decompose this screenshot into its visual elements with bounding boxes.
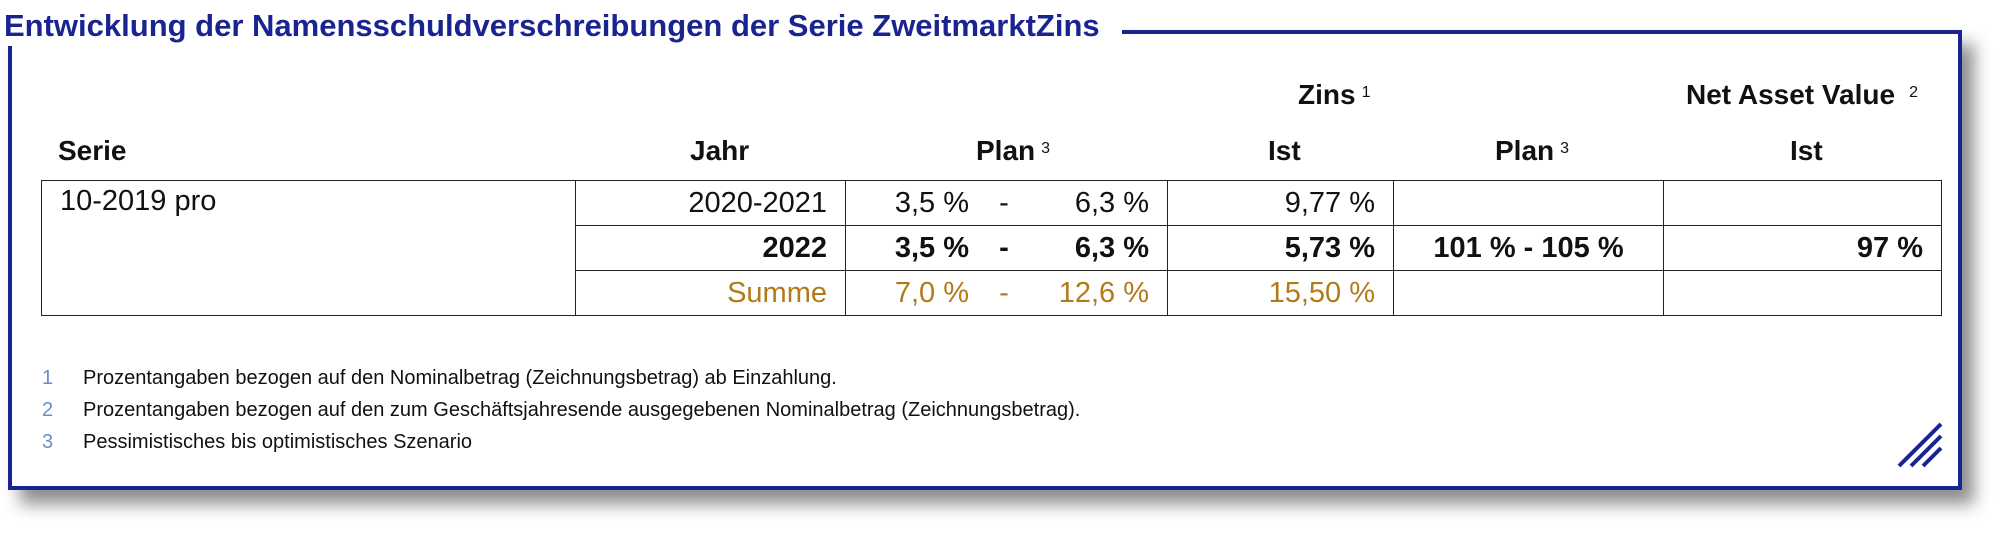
ist-cell: 15,50 % <box>1167 270 1394 316</box>
plan-dash: - <box>999 186 1009 219</box>
header-zins-label: Zins <box>1298 79 1356 110</box>
table-row: 10-2019 pro 2020-2021 3,5 % -6,3 % 9,77 % <box>41 180 1942 316</box>
plan-dash: - <box>999 231 1009 264</box>
nav-ist-cell <box>1663 270 1942 316</box>
plan-lo: 7,0 % <box>894 276 969 309</box>
nav-ist-cell: 97 % <box>1663 225 1942 271</box>
title-wrap: Entwicklung der Namensschuldverschreibun… <box>4 6 1122 46</box>
header-plan2-sup: 3 <box>1560 140 1570 157</box>
header-serie: Serie <box>58 135 127 166</box>
plan-dash: - <box>999 276 1009 309</box>
page-title: Entwicklung der Namensschuldverschreibun… <box>4 8 1100 43</box>
nav-plan-cell <box>1393 180 1664 226</box>
ist-cell: 5,73 % <box>1167 225 1394 271</box>
nav-plan-cell: 101 % - 105 % <box>1393 225 1664 271</box>
plan-hi: 12,6 % <box>1058 276 1149 309</box>
plan-hi: 6,3 % <box>1074 231 1149 264</box>
plan-lo: 3,5 % <box>894 231 969 264</box>
header-nav-sup: 2 <box>1909 84 1918 101</box>
data-table: 10-2019 pro 2020-2021 3,5 % -6,3 % 9,77 %… <box>41 180 1942 316</box>
footnote-text: Pessimistisches bis optimistisches Szena… <box>83 431 473 453</box>
footnote: 1 Prozentangaben bezogen auf den Nominalb… <box>42 362 1080 394</box>
header-zins-sup: 1 <box>1361 84 1371 101</box>
plan-hi: 6,3 % <box>1074 186 1149 219</box>
header-ist: Ist <box>1268 135 1301 166</box>
ist-cell: 9,77 % <box>1167 180 1394 226</box>
plan-lo: 3,5 % <box>894 186 969 219</box>
footnote-number: 1 <box>42 367 54 389</box>
nav-ist-cell <box>1663 180 1942 226</box>
footnote-text: Prozentangaben bezogen auf den Nominalbe… <box>83 367 837 389</box>
header-plan-sup: 3 <box>1041 140 1051 157</box>
header-nav: Net Asset Value 2 <box>1686 78 1918 112</box>
footnote: 3 Pessimistisches bis optimistisches Szen… <box>42 426 1080 458</box>
footnote-number: 2 <box>42 399 54 421</box>
header-plan2-label: Plan <box>1495 135 1555 166</box>
jahr-cell: 2022 <box>575 225 846 271</box>
jahr-cell: Summe <box>575 270 846 316</box>
header-plan2: Plan 3 <box>1495 134 1569 168</box>
table-row-sum: Summe 7,0 % - 12,6 % 15,50 % <box>42 270 1942 316</box>
header-jahr: Jahr <box>690 135 750 166</box>
header-plan: Plan 3 <box>976 134 1050 168</box>
plan-cell: 3,5 % - 6,3 % <box>845 225 1168 271</box>
footnotes: 1 Prozentangaben bezogen auf den Nominalb… <box>42 362 1080 458</box>
plan-cell: 3,5 % - 6,3 % <box>845 180 1168 226</box>
footnote-number: 3 <box>42 431 54 453</box>
footnote: 2 Prozentangaben bezogen auf den zum Gesc… <box>42 394 1080 426</box>
header-nav-label: Net Asset Value <box>1686 79 1896 110</box>
serie-cell: 10-2019 pro <box>41 180 576 316</box>
plan-cell: 7,0 % - 12,6 % <box>845 270 1168 316</box>
jahr-cell: 2020-2021 <box>575 180 846 226</box>
header-plan-label: Plan <box>976 135 1036 166</box>
header-zins: Zins 1 <box>1298 78 1370 112</box>
diagonal-stripes-icon <box>1897 422 1943 468</box>
header-ist2: Ist <box>1790 135 1823 166</box>
nav-plan-cell <box>1393 270 1664 316</box>
footnote-text: Prozentangaben bezogen auf den zum Gesch… <box>83 399 1081 421</box>
